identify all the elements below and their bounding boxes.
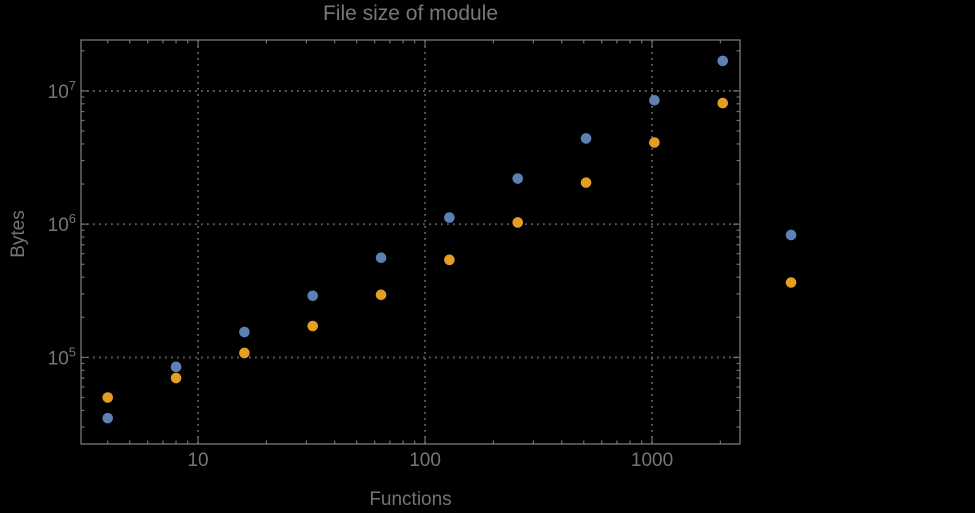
- point-series-orange: [785, 277, 797, 288]
- y-tick-label: 107: [48, 78, 76, 103]
- y-tick-label: 105: [48, 344, 76, 369]
- point-series-orange: [580, 177, 592, 188]
- point-series-orange: [717, 97, 729, 109]
- series-series-orange: [102, 97, 797, 403]
- point-series-orange: [170, 372, 182, 384]
- point-series-blue: [102, 412, 114, 424]
- point-series-blue: [649, 95, 660, 106]
- point-series-orange: [102, 392, 114, 403]
- point-series-orange: [444, 254, 455, 266]
- series-series-blue: [102, 55, 797, 424]
- point-series-orange: [512, 217, 524, 228]
- point-series-orange: [649, 137, 660, 148]
- y-tick-label: 106: [48, 211, 76, 236]
- x-axis-label: Functions: [369, 489, 452, 510]
- y-axis-label: Bytes: [8, 210, 29, 258]
- plot-frame: [80, 39, 741, 445]
- point-series-blue: [444, 212, 455, 223]
- point-series-orange: [239, 347, 250, 359]
- point-series-blue: [717, 55, 729, 67]
- chart-title: File size of module: [322, 2, 499, 25]
- point-series-blue: [375, 252, 387, 264]
- x-tick-label: 100: [409, 450, 441, 471]
- point-series-orange: [307, 320, 319, 332]
- point-series-blue: [307, 290, 319, 302]
- point-series-blue: [239, 326, 250, 338]
- point-series-blue: [580, 133, 592, 144]
- x-tick-label: 1000: [631, 450, 673, 471]
- x-tick-label: 10: [187, 450, 208, 471]
- point-series-blue: [512, 173, 524, 184]
- point-series-orange: [375, 289, 387, 301]
- point-series-blue: [785, 229, 797, 241]
- point-series-blue: [170, 361, 182, 373]
